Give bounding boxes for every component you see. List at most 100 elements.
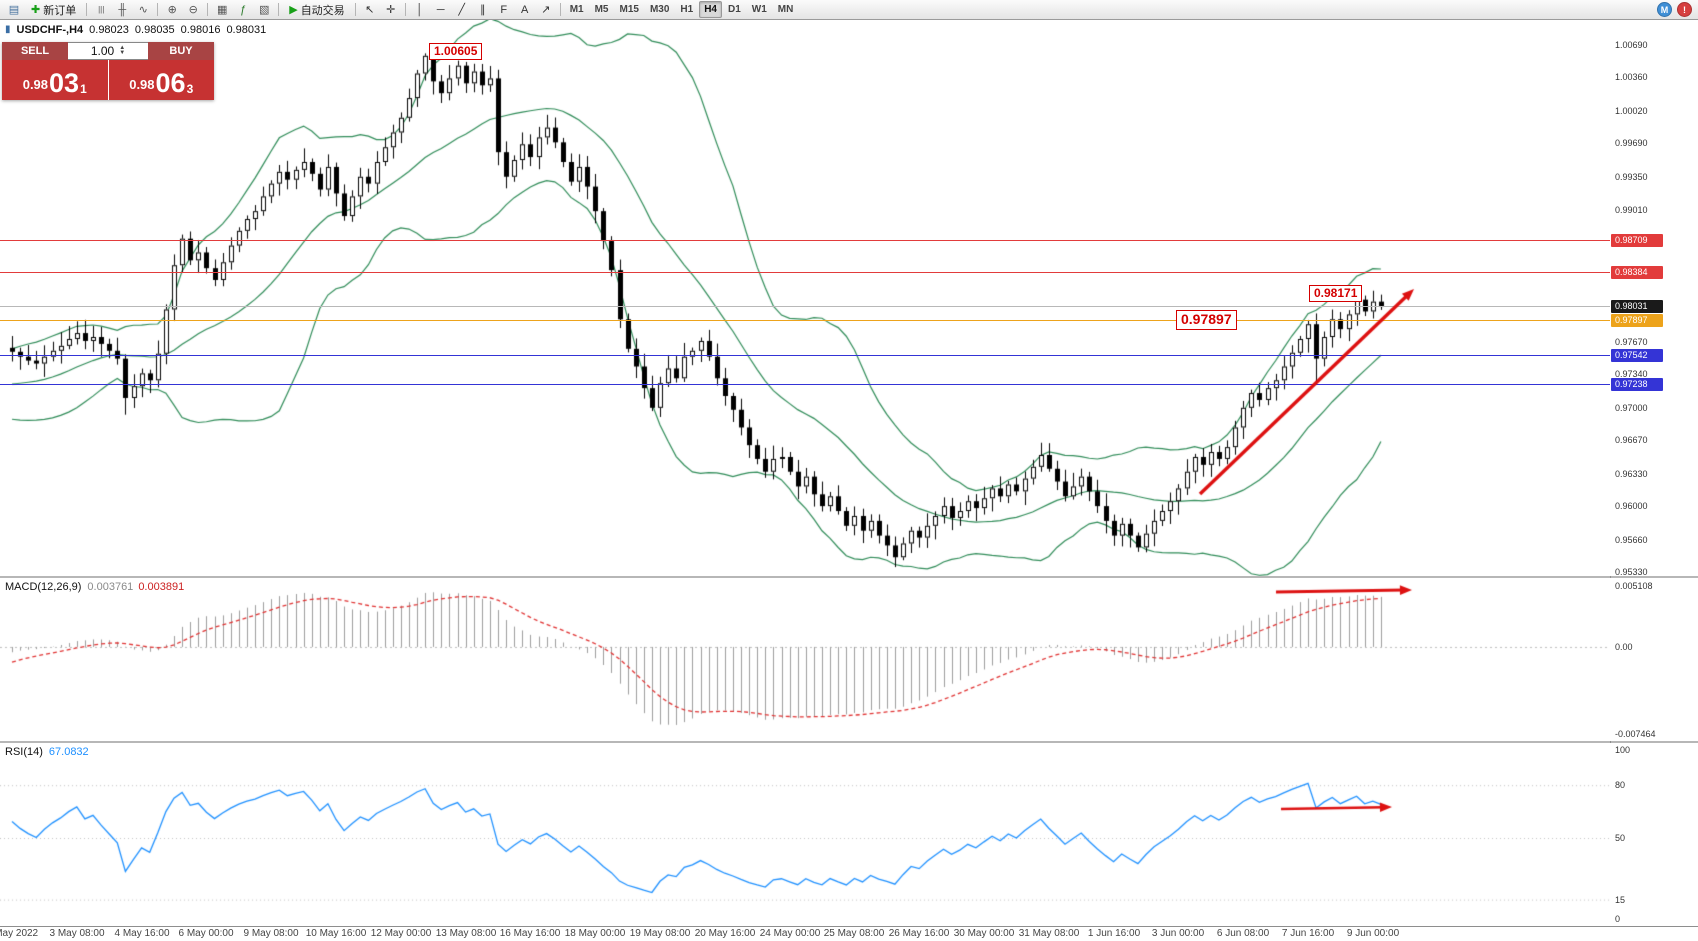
fibonacci-icon: F [500,3,508,16]
price-axis-label: 0.99690 [1615,138,1648,149]
bid-prefix: 0.98 [22,77,49,92]
toolbar: ▤ ✚ 新订单 ||| ╫ ∿ ⊕ ⊖ ▦ ƒ ▧ ▶ 自动交易 ↖ ✛ │ ─ ╱ ∥ F A ↗ M1 M5 M15 M30 H… [0,0,1698,20]
pane-splitter[interactable] [0,741,1698,743]
fibonacci-button[interactable]: F [494,1,514,19]
zoom-out-button[interactable]: ⊖ [183,1,203,19]
pivot-line[interactable] [0,320,1610,321]
zoom-in-button[interactable]: ⊕ [162,1,182,19]
time-axis-label: 12 May 00:00 [370,928,432,939]
community-icon[interactable]: M [1657,2,1672,17]
ohlc-high: 0.98035 [134,24,175,36]
price-label-object[interactable]: 0.98171 [1309,285,1363,302]
time-axis-label: 13 May 08:00 [435,928,497,939]
time-axis-label: 9 May 08:00 [243,928,299,939]
rsi-axis-label: 0 [1615,914,1621,924]
timeframe-button-d1[interactable]: D1 [728,4,741,15]
indicators-icon: ƒ [240,3,247,16]
bar-chart-button[interactable]: ||| [91,1,111,19]
toolbar-separator [207,3,209,16]
candlestick-chart-button[interactable]: ╫ [112,1,132,19]
ask-prefix: 0.98 [129,77,155,92]
news-icon[interactable]: ! [1677,2,1692,17]
toolbar-separator [559,3,561,16]
crosshair-button[interactable]: ✛ [381,1,401,19]
text-label-button[interactable]: A [515,1,535,19]
vertical-line-button[interactable]: │ [410,1,430,19]
timeframe-button-mn[interactable]: MN [777,4,794,15]
rsi-axis[interactable]: 100 80 50 15 0 [1610,743,1698,926]
bid-pip-digit: 1 [80,82,87,96]
price-label-object[interactable]: 0.97897 [1176,310,1237,330]
trendline-button[interactable]: ╱ [452,1,472,19]
time-axis-label: 19 May 08:00 [629,928,691,939]
sell-button[interactable]: SELL [2,42,68,60]
tile-windows-button[interactable]: ▦ [212,1,232,19]
toolbar-separator [86,3,88,16]
buy-button[interactable]: BUY [148,42,214,60]
new-order-icon: ✚ [31,3,41,16]
time-axis-label: 3 May 08:00 [49,928,105,939]
line-chart-button[interactable]: ∿ [133,1,153,19]
candlestick-chart-icon: ╫ [118,3,127,16]
support-line-badge: 0.97238 [1611,378,1663,391]
timeframe-button-h4[interactable]: H4 [699,1,722,18]
templates-button[interactable]: ▧ [254,1,274,19]
toolbar-separator [157,3,159,16]
time-axis-label: 9 Jun 00:00 [1346,928,1400,939]
text-label-icon: A [521,3,529,16]
resistance-line-badge: 0.98709 [1611,234,1663,247]
rsi-indicator-canvas[interactable] [0,743,1610,926]
equidistant-channel-button[interactable]: ∥ [473,1,493,19]
horizontal-line-button[interactable]: ─ [431,1,451,19]
timeframe-button-w1[interactable]: W1 [751,4,767,15]
bid-big-digits: 03 [49,68,80,98]
arrow-object-button[interactable]: ↗ [536,1,556,19]
indicators-button[interactable]: ƒ [233,1,253,19]
price-label-object[interactable]: 1.00605 [429,43,483,60]
lot-size-input[interactable]: 1.00 ▲ ▼ [68,42,148,60]
price-axis-label: 0.99010 [1615,205,1648,216]
price-chart-canvas[interactable] [0,20,1610,576]
support-line[interactable] [0,355,1610,356]
bid-price-button[interactable]: 0.98 03 1 [2,60,108,100]
new-chart-button[interactable]: ▤ [4,1,24,19]
macd-main-value: 0.003761 [87,581,134,593]
autotrade-icon: ▶ [289,3,298,16]
lot-spinner[interactable]: ▲ ▼ [119,45,126,56]
zoom-in-icon: ⊕ [167,3,177,16]
macd-indicator-canvas[interactable] [0,578,1610,741]
macd-axis[interactable]: 0.005108 0.00 -0.007464 [1610,578,1698,741]
pane-splitter[interactable] [0,576,1698,578]
timeframe-button-m15[interactable]: M15 [619,4,639,15]
lot-spinner-down-icon[interactable]: ▼ [119,50,126,56]
rsi-axis-label: 100 [1615,745,1631,755]
resistance-line[interactable] [0,272,1610,273]
autotrade-button[interactable]: ▶ 自动交易 [283,1,350,19]
timeframe-button-m1[interactable]: M1 [569,4,584,15]
timeframe-button-h1[interactable]: H1 [680,4,694,15]
time-axis-label: 6 May 00:00 [178,928,234,939]
price-axis[interactable]: 1.00690 1.00360 1.00020 0.99690 0.99350 0.990… [1610,20,1698,577]
ask-big-digits: 06 [155,68,186,98]
timeframe-button-m30[interactable]: M30 [649,4,670,15]
toolbar-separator [404,3,406,16]
bar-chart-icon: ||| [98,4,105,14]
support-line[interactable] [0,384,1610,385]
crosshair-icon: ✛ [386,3,396,16]
tile-windows-icon: ▦ [217,3,228,16]
new-order-button[interactable]: ✚ 新订单 [25,1,82,19]
toolbar-separator [278,3,280,16]
time-axis[interactable]: 2 May 2022 3 May 08:00 4 May 16:00 6 May 00… [0,926,1698,941]
equidistant-channel-icon: ∥ [479,3,486,16]
chart-symbol-icon: ▮ [5,24,11,35]
timeframe-button-m5[interactable]: M5 [594,4,609,15]
resistance-line[interactable] [0,240,1610,241]
time-axis-label: 3 Jun 00:00 [1151,928,1205,939]
ask-price-button[interactable]: 0.98 06 3 [108,60,214,100]
bid-line[interactable] [0,306,1610,307]
new-chart-icon: ▤ [8,3,20,16]
cursor-button[interactable]: ↖ [360,1,380,19]
bid-line-badge: 0.98031 [1611,300,1663,313]
rsi-value: 67.0832 [48,746,89,758]
